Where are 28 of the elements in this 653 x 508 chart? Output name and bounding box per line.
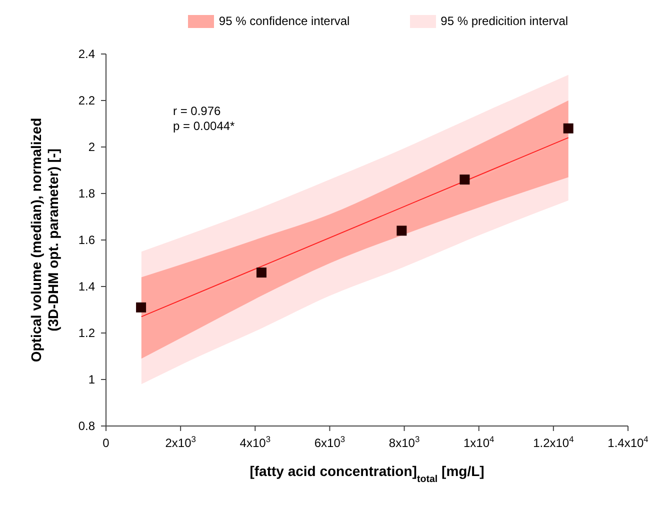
x-tick-label: 6x10$^{3}$ xyxy=(314,434,346,450)
x-tick-label: 1.2x10$^{4}$ xyxy=(533,434,574,450)
x-axis-title: [fatty acid concentration]$_{total}$ [mg/L] xyxy=(250,463,484,484)
legend-label: 95 % confidence interval xyxy=(218,14,350,28)
y-tick-label: 0.8 xyxy=(78,419,96,433)
annotation: p = 0.0044* xyxy=(173,119,235,133)
point xyxy=(396,226,407,236)
x-tick-label: 1x10$^{4}$ xyxy=(464,434,495,450)
point xyxy=(563,123,574,134)
y-tick-label: 1.6 xyxy=(78,233,96,247)
point xyxy=(460,174,470,185)
x-tick-label: 1.4x10$^{4}$ xyxy=(608,434,649,450)
point xyxy=(256,268,266,278)
legend-label: 95 % predicition interval xyxy=(440,14,568,28)
annotation: r = 0.976 xyxy=(173,104,221,118)
y-tick-label: 1.2 xyxy=(78,326,96,340)
y-axis-title: Optical volume (median), normalized (3D-DHM opt. parameter) [-] xyxy=(28,118,61,362)
x-tick-label: 8x10$^{3}$ xyxy=(388,434,420,450)
y-tick-label: 2 xyxy=(88,140,96,154)
y-tick-label: 2.4 xyxy=(78,47,96,61)
point xyxy=(136,302,146,312)
y-tick-label: 1.4 xyxy=(78,280,96,294)
y-tick-label: 1.8 xyxy=(78,186,96,200)
x-tick-label: 2x10$^{3}$ xyxy=(165,434,196,450)
x-tick-label: 4x10$^{3}$ xyxy=(240,434,271,450)
x-tick-label: 0 xyxy=(102,436,110,450)
y-tick-label: 2.2 xyxy=(78,94,96,108)
y-tick-label: 1 xyxy=(88,372,96,386)
